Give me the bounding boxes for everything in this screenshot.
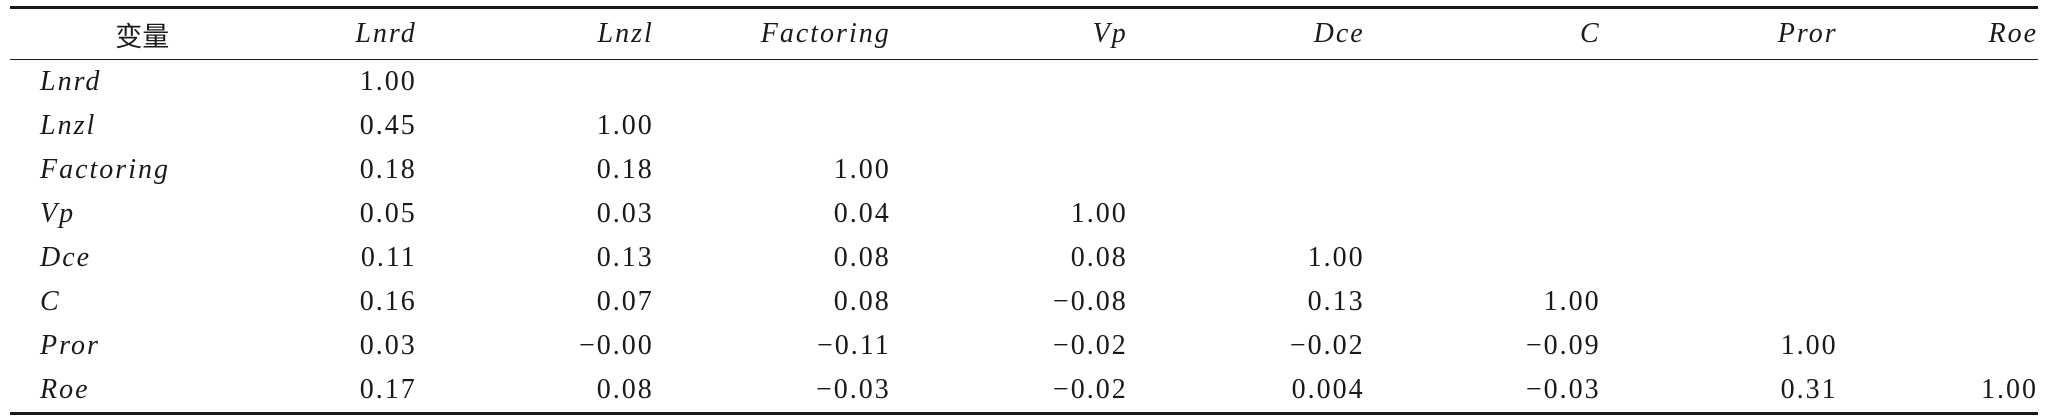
header-roe: Roe bbox=[1988, 18, 2038, 49]
table-cell: 1.00 bbox=[1070, 198, 1128, 229]
table-cell: 0.18 bbox=[596, 154, 654, 185]
table-cell: 0.16 bbox=[359, 286, 417, 317]
table-cell: 0.03 bbox=[359, 330, 417, 361]
table-cell: 0.45 bbox=[359, 110, 417, 141]
table-cell: −0.11 bbox=[816, 330, 891, 361]
table-cell: −0.03 bbox=[815, 374, 891, 405]
table-cell: −0.09 bbox=[1525, 330, 1601, 361]
header-dce: Dce bbox=[1313, 18, 1365, 49]
table-body: Lnrd 1.00 Lnzl 0.45 1.00 bbox=[10, 60, 2038, 414]
table-cell bbox=[1365, 148, 1601, 192]
table-row: Factoring 0.18 0.18 1.00 bbox=[10, 148, 2038, 192]
table-cell: −0.08 bbox=[1052, 286, 1128, 317]
table-cell bbox=[1838, 236, 2038, 280]
correlation-table: 变量 Lnrd Lnzl Factoring Vp Dce C Pror Roe… bbox=[10, 6, 2038, 415]
table-cell bbox=[1128, 192, 1365, 236]
table-cell: 0.07 bbox=[596, 286, 654, 317]
header-pror: Pror bbox=[1777, 18, 1838, 49]
table-cell: 1.00 bbox=[596, 110, 654, 141]
table-row: Vp 0.05 0.03 0.04 1.00 bbox=[10, 192, 2038, 236]
table-cell: 1.00 bbox=[359, 66, 417, 97]
table-cell: 1.00 bbox=[1307, 242, 1365, 273]
table-cell bbox=[1365, 60, 1601, 105]
table-cell bbox=[1365, 104, 1601, 148]
table-cell: 0.18 bbox=[359, 154, 417, 185]
table-cell: 0.05 bbox=[359, 198, 417, 229]
row-label: Lnrd bbox=[40, 66, 102, 97]
table-cell bbox=[654, 104, 891, 148]
header-lnrd: Lnrd bbox=[355, 18, 417, 49]
header-lnzl: Lnzl bbox=[597, 18, 654, 49]
row-label: Roe bbox=[40, 374, 90, 405]
table-cell bbox=[1601, 236, 1838, 280]
table-cell bbox=[1365, 236, 1601, 280]
header-variable: 变量 bbox=[115, 21, 170, 53]
header-row: 变量 Lnrd Lnzl Factoring Vp Dce C Pror Roe bbox=[10, 7, 2038, 60]
table-cell bbox=[1128, 60, 1365, 105]
table-cell: 0.31 bbox=[1780, 374, 1838, 405]
table-cell: 0.08 bbox=[833, 242, 891, 273]
table-cell bbox=[891, 104, 1128, 148]
row-label: Lnzl bbox=[40, 110, 97, 141]
row-label: Pror bbox=[40, 330, 100, 361]
table-cell: −0.02 bbox=[1052, 374, 1128, 405]
table-cell: 0.17 bbox=[359, 374, 417, 405]
table-cell: 0.04 bbox=[833, 198, 891, 229]
table-cell bbox=[1128, 148, 1365, 192]
table-cell bbox=[417, 60, 654, 105]
table-cell: 0.13 bbox=[1307, 286, 1365, 317]
header-factoring: Factoring bbox=[760, 18, 891, 49]
table-cell: 0.08 bbox=[596, 374, 654, 405]
table-cell: 1.00 bbox=[1780, 330, 1838, 361]
table-cell: −0.02 bbox=[1052, 330, 1128, 361]
table-cell: −0.03 bbox=[1525, 374, 1601, 405]
table-cell: −0.00 bbox=[578, 330, 654, 361]
table-cell bbox=[1128, 104, 1365, 148]
table-row: Lnrd 1.00 bbox=[10, 60, 2038, 105]
row-label: C bbox=[40, 286, 61, 317]
table-cell bbox=[891, 148, 1128, 192]
table-row: Lnzl 0.45 1.00 bbox=[10, 104, 2038, 148]
table-header: 变量 Lnrd Lnzl Factoring Vp Dce C Pror Roe bbox=[10, 7, 2038, 60]
row-label: Dce bbox=[40, 242, 92, 273]
table-cell: 0.08 bbox=[1070, 242, 1128, 273]
table-cell bbox=[1838, 148, 2038, 192]
header-vp: Vp bbox=[1092, 18, 1128, 49]
table-row: Roe 0.17 0.08 −0.03 −0.02 0.004 −0.03 0.… bbox=[10, 368, 2038, 414]
table-cell: 0.08 bbox=[833, 286, 891, 317]
table-cell: 1.00 bbox=[1981, 374, 2038, 405]
table-cell bbox=[1838, 104, 2038, 148]
table-cell bbox=[1838, 324, 2038, 368]
header-c: C bbox=[1579, 18, 1601, 49]
table-cell bbox=[1838, 280, 2038, 324]
table-cell bbox=[891, 60, 1128, 105]
table-cell: 0.13 bbox=[596, 242, 654, 273]
table-cell: −0.02 bbox=[1289, 330, 1365, 361]
table-cell bbox=[654, 60, 891, 105]
table-row: Pror 0.03 −0.00 −0.11 −0.02 −0.02 −0.09 … bbox=[10, 324, 2038, 368]
table-cell bbox=[1601, 280, 1838, 324]
table-cell bbox=[1601, 192, 1838, 236]
table-cell: 1.00 bbox=[833, 154, 891, 185]
table-cell bbox=[1601, 148, 1838, 192]
row-label: Factoring bbox=[40, 154, 170, 185]
table-cell bbox=[1365, 192, 1601, 236]
table-cell: 0.11 bbox=[360, 242, 417, 273]
table-cell bbox=[1601, 104, 1838, 148]
table-cell bbox=[1838, 60, 2038, 105]
table-row: C 0.16 0.07 0.08 −0.08 0.13 1.00 bbox=[10, 280, 2038, 324]
row-label: Vp bbox=[40, 198, 76, 229]
table-row: Dce 0.11 0.13 0.08 0.08 1.00 bbox=[10, 236, 2038, 280]
correlation-table-container: 变量 Lnrd Lnzl Factoring Vp Dce C Pror Roe… bbox=[10, 6, 2038, 415]
table-cell: 0.004 bbox=[1291, 374, 1365, 405]
table-cell bbox=[1838, 192, 2038, 236]
table-cell bbox=[1601, 60, 1838, 105]
table-cell: 0.03 bbox=[596, 198, 654, 229]
table-cell: 1.00 bbox=[1543, 286, 1601, 317]
